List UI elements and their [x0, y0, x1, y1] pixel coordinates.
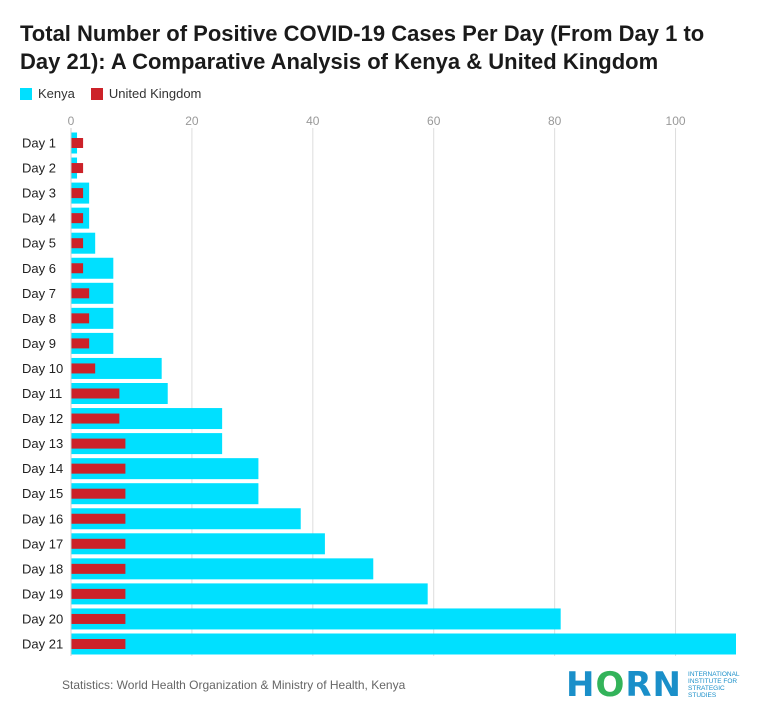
bar-kenya: [71, 508, 301, 530]
logo-letters-rn: RN: [625, 665, 683, 705]
bar-united-kingdom: [71, 338, 90, 349]
x-tick-label: 20: [185, 114, 199, 128]
logo-letter-h: H: [566, 665, 596, 705]
bar-united-kingdom: [71, 438, 126, 449]
logo-mark: HORN: [566, 668, 682, 702]
y-category-label: Day 6: [22, 261, 56, 276]
bar-united-kingdom: [71, 488, 126, 499]
x-tick-label: 80: [548, 114, 562, 128]
source-footnote: Statistics: World Health Organization & …: [62, 678, 406, 692]
bar-united-kingdom: [71, 538, 126, 549]
legend-label-uk: United Kingdom: [108, 86, 202, 101]
chart-title: Total Number of Positive COVID-19 Cases …: [20, 21, 705, 74]
bar-kenya: [71, 558, 374, 580]
x-tick-label: 0: [68, 114, 75, 128]
bar-united-kingdom: [71, 588, 126, 599]
logo-text: International Institute for Strategic St…: [688, 671, 740, 699]
bar-united-kingdom: [71, 213, 84, 224]
bar-united-kingdom: [71, 388, 120, 399]
legend-item-kenya: Kenya: [20, 86, 75, 101]
bar-kenya: [71, 282, 114, 304]
y-category-label: Day 7: [22, 286, 56, 301]
chart-legend: Kenya United Kingdom: [20, 86, 217, 101]
y-category-label: Day 17: [22, 536, 63, 551]
y-category-label: Day 14: [22, 461, 63, 476]
y-category-label: Day 15: [22, 486, 63, 501]
bar-kenya: [71, 257, 114, 279]
y-category-label: Day 1: [22, 136, 56, 151]
y-category-label: Day 19: [22, 586, 63, 601]
bar-united-kingdom: [71, 288, 90, 299]
x-tick-label: 60: [427, 114, 441, 128]
bar-kenya: [71, 307, 114, 329]
bar-united-kingdom: [71, 363, 96, 374]
bar-united-kingdom: [71, 639, 126, 649]
y-category-label: Day 5: [22, 236, 56, 251]
bar-kenya: [71, 608, 561, 630]
y-category-label: Day 2: [22, 161, 56, 176]
y-category-label: Day 9: [22, 336, 56, 351]
bar-kenya: [71, 483, 259, 505]
bar-united-kingdom: [71, 163, 84, 174]
legend-swatch-kenya: [20, 87, 32, 100]
bar-united-kingdom: [71, 138, 84, 148]
bar-united-kingdom: [71, 413, 120, 424]
y-category-label: Day 4: [22, 211, 56, 226]
legend-item-uk: United Kingdom: [90, 86, 202, 101]
bar-united-kingdom: [71, 613, 126, 624]
y-category-label: Day 11: [22, 386, 62, 401]
bar-kenya: [71, 433, 223, 455]
bar-united-kingdom: [71, 238, 84, 249]
x-tick-label: 40: [306, 114, 320, 128]
horn-logo: HORN International Institute for Strateg…: [566, 668, 750, 702]
bar-united-kingdom: [71, 263, 84, 274]
bar-chart: 0 20 40 60 80 100 Day 1 Day 2 Day 3 Day 4 Day 5 Day…: [22, 114, 736, 656]
y-category-label: Day 3: [22, 186, 56, 201]
y-category-label: Day 12: [22, 411, 63, 426]
bar-united-kingdom: [71, 563, 126, 574]
y-category-label: Day 18: [22, 561, 63, 576]
bar-kenya: [71, 458, 259, 480]
y-category-label: Day 20: [22, 611, 63, 626]
bar-kenya: [71, 408, 223, 430]
legend-label-kenya: Kenya: [38, 86, 75, 101]
bar-kenya: [71, 332, 114, 354]
y-category-label: Day 8: [22, 311, 56, 326]
bar-kenya: [71, 633, 736, 655]
y-category-label: Day 13: [22, 436, 63, 451]
y-category-label: Day 10: [22, 361, 63, 376]
bar-kenya: [71, 533, 325, 555]
bar-united-kingdom: [71, 313, 90, 324]
bar-kenya: [71, 357, 162, 379]
bar-united-kingdom: [71, 513, 126, 524]
x-tick-label: 100: [666, 114, 686, 128]
legend-swatch-uk: [90, 87, 103, 100]
bar-kenya: [71, 583, 428, 605]
bar-united-kingdom: [71, 463, 126, 474]
logo-letter-o: O: [595, 665, 626, 705]
y-category-label: Day 16: [22, 511, 63, 526]
y-category-label: Day 21: [22, 637, 63, 652]
bar-united-kingdom: [71, 188, 84, 199]
